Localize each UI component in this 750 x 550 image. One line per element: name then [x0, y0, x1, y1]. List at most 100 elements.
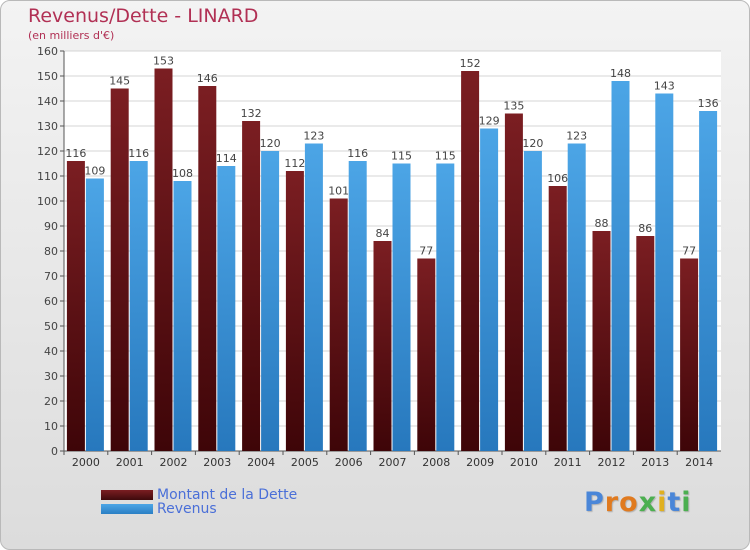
bar-dette [504, 113, 523, 451]
chart-title: Revenus/Dette - LINARD [28, 5, 259, 27]
y-tick-label: 70 [44, 270, 58, 283]
bar-revenus [217, 166, 236, 451]
bar-revenus [173, 181, 192, 451]
bar-revenus [392, 163, 411, 451]
y-tick-label: 60 [44, 295, 58, 308]
data-label: 148 [610, 67, 631, 80]
bar-revenus [611, 81, 630, 451]
bar-revenus [85, 178, 104, 451]
x-tick-label: 2012 [598, 456, 626, 469]
x-tick-label: 2006 [335, 456, 363, 469]
bar-dette [110, 88, 129, 451]
bar-dette [592, 231, 611, 451]
bar-dette [461, 71, 480, 451]
y-tick-label: 50 [44, 320, 58, 333]
bar-dette [154, 68, 173, 451]
x-tick-label: 2014 [685, 456, 713, 469]
data-label: 153 [153, 55, 174, 68]
data-label: 123 [566, 130, 587, 143]
data-label: 135 [503, 100, 524, 113]
x-tick-label: 2008 [422, 456, 450, 469]
bar-dette [636, 236, 655, 451]
y-tick-label: 10 [44, 420, 58, 433]
bar-revenus [480, 128, 499, 451]
logo-letter: x [638, 487, 658, 518]
legend-label-dette: Montant de la Dette [157, 487, 298, 503]
bar-dette [242, 121, 261, 451]
bar-dette [548, 186, 567, 451]
data-label: 136 [698, 97, 719, 110]
bar-dette [198, 86, 217, 451]
y-tick-label: 160 [37, 45, 58, 58]
data-label: 116 [128, 147, 149, 160]
y-tick-label: 0 [51, 445, 58, 458]
y-tick-label: 150 [37, 70, 58, 83]
chart-subtitle: (en milliers d'€) [28, 29, 115, 42]
x-tick-label: 2010 [510, 456, 538, 469]
x-tick-label: 2002 [160, 456, 188, 469]
data-label: 77 [419, 245, 433, 258]
y-tick-label: 90 [44, 220, 58, 233]
x-tick-label: 2007 [379, 456, 407, 469]
x-tick-label: 2005 [291, 456, 319, 469]
y-tick-label: 120 [37, 145, 58, 158]
data-label: 84 [376, 227, 390, 240]
bar-revenus [261, 151, 280, 451]
x-tick-label: 2011 [554, 456, 582, 469]
data-label: 132 [241, 107, 262, 120]
x-tick-label: 2000 [72, 456, 100, 469]
bar-revenus [567, 143, 586, 451]
bar-dette [66, 161, 85, 451]
bar-revenus [655, 93, 674, 451]
data-label: 114 [216, 152, 237, 165]
bar-dette [417, 258, 436, 451]
legend-item-revenus: Revenus [101, 501, 217, 517]
bar-dette [285, 171, 304, 451]
y-tick-label: 110 [37, 170, 58, 183]
data-label: 115 [391, 150, 412, 163]
data-label: 123 [303, 130, 324, 143]
data-label: 116 [65, 147, 86, 160]
logo-letter: o [619, 487, 639, 518]
data-label: 116 [347, 147, 368, 160]
legend-swatch-revenus [101, 504, 153, 514]
data-label: 88 [595, 217, 609, 230]
data-label: 120 [522, 137, 543, 150]
bar-revenus [348, 161, 367, 451]
legend-label-revenus: Revenus [157, 501, 217, 517]
logo-letter: P [584, 487, 605, 518]
data-label: 77 [682, 245, 696, 258]
data-label: 143 [654, 80, 675, 93]
logo-letter: i [681, 487, 692, 518]
data-label: 101 [328, 185, 349, 198]
data-label: 146 [197, 72, 218, 85]
bar-dette [373, 241, 392, 451]
y-tick-label: 130 [37, 120, 58, 133]
data-label: 108 [172, 167, 193, 180]
x-tick-label: 2004 [247, 456, 275, 469]
bar-dette [680, 258, 699, 451]
x-tick-label: 2013 [641, 456, 669, 469]
x-tick-label: 2009 [466, 456, 494, 469]
bar-revenus [304, 143, 323, 451]
legend-swatch-dette [101, 490, 153, 500]
data-label: 86 [638, 222, 652, 235]
x-tick-label: 2003 [203, 456, 231, 469]
x-tick-label: 2001 [116, 456, 144, 469]
y-tick-label: 20 [44, 395, 58, 408]
data-label: 115 [435, 150, 456, 163]
y-tick-label: 30 [44, 370, 58, 383]
data-label: 112 [284, 157, 305, 170]
y-tick-label: 100 [37, 195, 58, 208]
bar-revenus [436, 163, 455, 451]
data-label: 145 [109, 75, 130, 88]
data-label: 129 [479, 115, 500, 128]
data-label: 109 [84, 165, 105, 178]
logo-letter: r [604, 487, 620, 518]
proxiti-logo: Proxiti [584, 487, 692, 518]
bar-revenus [129, 161, 148, 451]
data-label: 106 [547, 172, 568, 185]
y-tick-label: 80 [44, 245, 58, 258]
y-tick-label: 40 [44, 345, 58, 358]
